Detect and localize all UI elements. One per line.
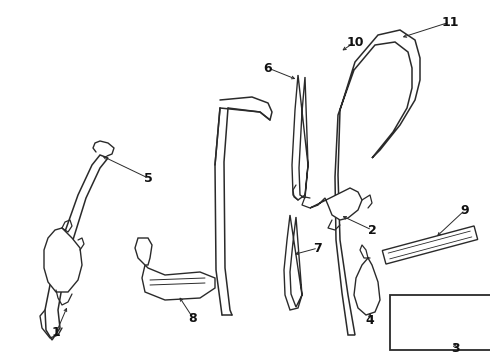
Polygon shape [135, 238, 152, 265]
Polygon shape [310, 188, 362, 220]
Text: 9: 9 [461, 203, 469, 216]
Text: 7: 7 [314, 242, 322, 255]
Polygon shape [142, 265, 215, 300]
Polygon shape [44, 228, 82, 292]
Bar [390, 295, 490, 350]
Text: 3: 3 [451, 342, 459, 355]
Polygon shape [354, 258, 380, 315]
Polygon shape [382, 226, 478, 264]
Polygon shape [292, 75, 308, 200]
Text: 5: 5 [144, 171, 152, 185]
Text: 4: 4 [366, 314, 374, 327]
Text: 11: 11 [441, 15, 459, 28]
Text: 10: 10 [346, 36, 364, 49]
Text: 2: 2 [368, 224, 376, 237]
Polygon shape [335, 30, 420, 335]
Text: 6: 6 [264, 62, 272, 75]
Polygon shape [284, 215, 302, 310]
Polygon shape [45, 155, 108, 340]
Text: 8: 8 [189, 311, 197, 324]
Text: 1: 1 [51, 327, 60, 339]
